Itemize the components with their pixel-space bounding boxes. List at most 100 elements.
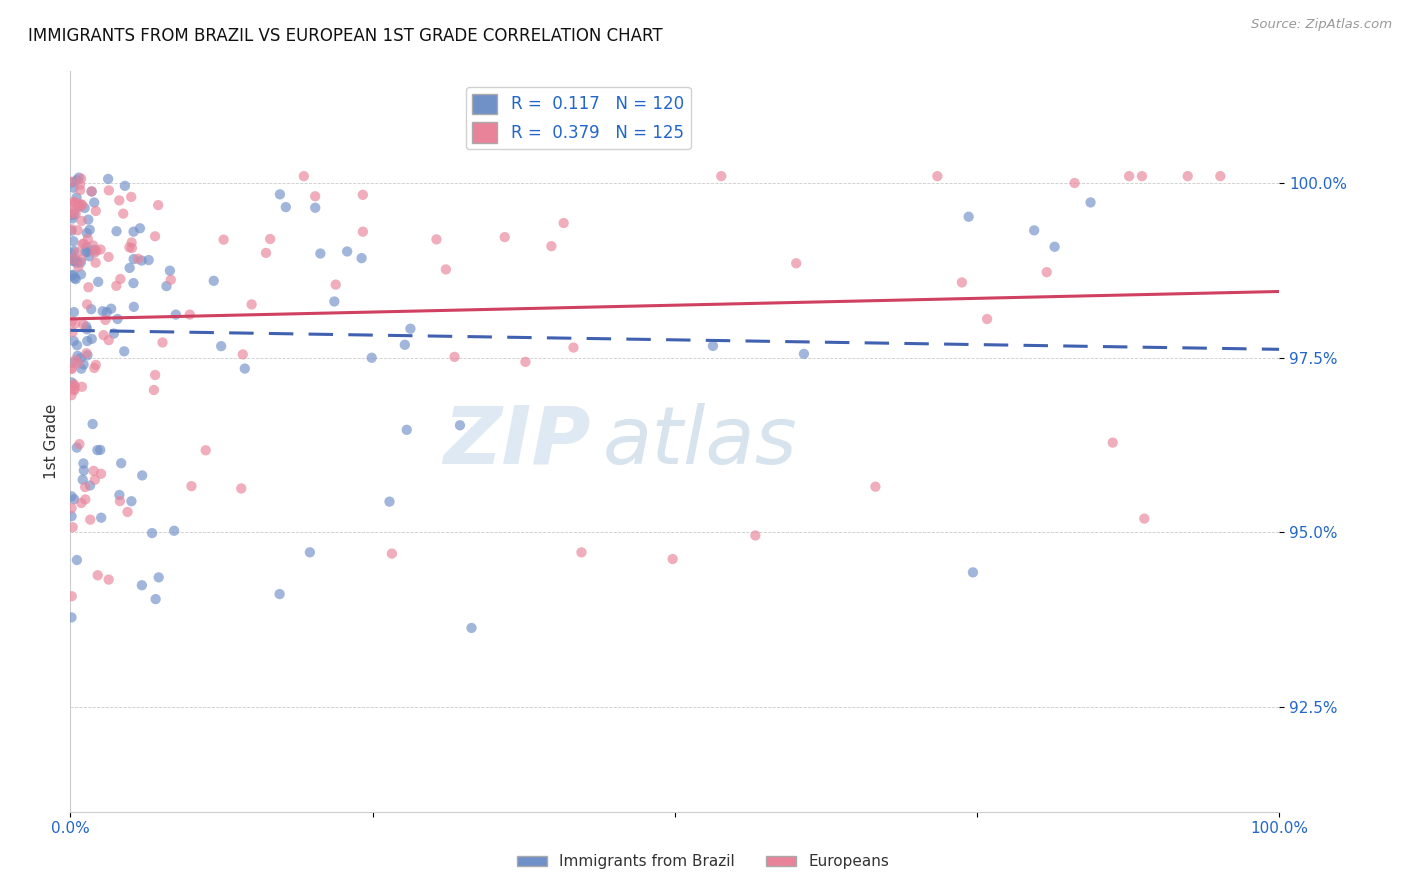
Point [865,480,887,494]
Point [540,239,562,253]
Point [87,275,110,289]
Point [449,418,471,433]
Point [131,253,153,268]
Point [108,494,131,508]
Point [62,356,84,370]
Point [744,528,766,542]
Point [155,279,177,293]
Point [63,492,86,507]
Point [100,301,122,316]
Point [202,274,225,288]
Point [233,361,256,376]
Point [80,185,103,199]
Point [1043,240,1066,254]
Point [90,510,112,524]
Point [63,252,86,266]
Point [60,376,83,390]
Point [254,246,277,260]
Text: IMMIGRANTS FROM BRAZIL VS EUROPEAN 1ST GRADE CORRELATION CHART: IMMIGRANTS FROM BRAZIL VS EUROPEAN 1ST G… [28,27,662,45]
Point [1035,265,1057,279]
Point [127,252,149,266]
Point [60,246,83,260]
Point [1133,511,1156,525]
Point [65,207,87,221]
Point [69,200,91,214]
Point [1063,176,1085,190]
Point [1177,169,1199,183]
Point [231,482,253,496]
Point [84,358,107,372]
Point [240,297,263,311]
Point [62,268,84,282]
Point [105,278,128,293]
Point [60,224,83,238]
Point [553,216,575,230]
Point [83,361,105,376]
Point [97,250,120,264]
Point [66,349,89,363]
Point [112,207,135,221]
Point [73,201,96,215]
Point [62,234,84,248]
Point [62,325,84,339]
Point [298,545,321,559]
Text: ZIP: ZIP [443,402,591,481]
Point [793,347,815,361]
Point [274,200,297,214]
Point [66,223,89,237]
Point [67,197,90,211]
Point [69,255,91,269]
Point [76,245,98,260]
Point [82,238,104,252]
Point [63,271,86,285]
Point [91,304,114,318]
Point [60,315,83,329]
Point [84,204,107,219]
Point [72,473,94,487]
Point [976,312,998,326]
Point [785,256,807,270]
Point [73,463,96,477]
Point [80,185,103,199]
Legend: R =  0.117   N = 120, R =  0.379   N = 125: R = 0.117 N = 120, R = 0.379 N = 125 [465,87,690,150]
Point [79,223,101,237]
Point [378,494,401,508]
Point [121,235,143,250]
Point [60,207,83,221]
Point [82,417,104,431]
Point [60,175,83,189]
Point [62,520,84,534]
Point [927,169,949,183]
Point [350,251,373,265]
Point [143,368,166,382]
Point [165,308,187,322]
Point [209,339,232,353]
Point [93,328,115,343]
Point [60,388,83,402]
Point [62,211,84,226]
Text: atlas: atlas [602,402,797,481]
Point [121,241,143,255]
Point [292,169,315,183]
Point [65,254,87,268]
Point [80,302,103,317]
Point [66,356,89,370]
Y-axis label: 1st Grade: 1st Grade [44,404,59,479]
Point [63,194,86,209]
Point [394,338,416,352]
Point [62,197,84,211]
Point [323,294,346,309]
Point [65,317,87,331]
Point [118,240,141,254]
Point [399,321,422,335]
Point [460,621,482,635]
Point [309,246,332,260]
Point [62,204,84,219]
Point [138,253,160,268]
Point [117,505,139,519]
Point [76,232,98,246]
Point [83,464,105,478]
Point [76,334,98,348]
Point [702,339,724,353]
Point [60,222,83,236]
